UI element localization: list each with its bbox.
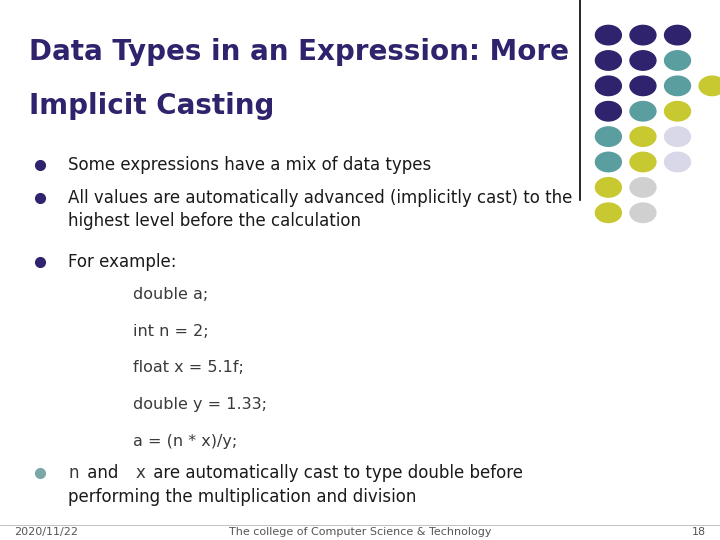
Circle shape <box>665 51 690 70</box>
Circle shape <box>595 203 621 222</box>
Circle shape <box>595 102 621 121</box>
Text: double a;: double a; <box>133 287 209 302</box>
Text: For example:: For example: <box>68 253 177 271</box>
Text: and: and <box>82 463 124 482</box>
Text: Implicit Casting: Implicit Casting <box>29 92 274 120</box>
Circle shape <box>630 203 656 222</box>
Text: All values are automatically advanced (implicitly cast) to the: All values are automatically advanced (i… <box>68 189 573 207</box>
Circle shape <box>665 76 690 96</box>
Circle shape <box>630 76 656 96</box>
Circle shape <box>699 76 720 96</box>
Text: Some expressions have a mix of data types: Some expressions have a mix of data type… <box>68 156 432 174</box>
Text: highest level before the calculation: highest level before the calculation <box>68 212 361 231</box>
Circle shape <box>630 152 656 172</box>
Text: x: x <box>135 463 145 482</box>
Text: The college of Computer Science & Technology: The college of Computer Science & Techno… <box>229 527 491 537</box>
Text: performing the multiplication and division: performing the multiplication and divisi… <box>68 488 417 506</box>
Circle shape <box>665 102 690 121</box>
Circle shape <box>665 25 690 45</box>
Circle shape <box>630 127 656 146</box>
Circle shape <box>665 127 690 146</box>
Circle shape <box>665 152 690 172</box>
Circle shape <box>630 178 656 197</box>
Text: float x = 5.1f;: float x = 5.1f; <box>133 360 244 375</box>
Text: 18: 18 <box>691 527 706 537</box>
Circle shape <box>595 25 621 45</box>
Text: are automatically cast to type double before: are automatically cast to type double be… <box>148 463 523 482</box>
Circle shape <box>595 127 621 146</box>
Circle shape <box>595 152 621 172</box>
Circle shape <box>595 178 621 197</box>
Text: double y = 1.33;: double y = 1.33; <box>133 397 267 412</box>
Circle shape <box>630 25 656 45</box>
Circle shape <box>595 51 621 70</box>
Text: 2020/11/22: 2020/11/22 <box>14 527 78 537</box>
Text: int n = 2;: int n = 2; <box>133 323 209 339</box>
Circle shape <box>630 102 656 121</box>
Text: n: n <box>68 463 79 482</box>
Circle shape <box>595 76 621 96</box>
Circle shape <box>630 51 656 70</box>
Text: Data Types in an Expression: More: Data Types in an Expression: More <box>29 38 569 66</box>
Text: a = (n * x)/y;: a = (n * x)/y; <box>133 434 238 449</box>
